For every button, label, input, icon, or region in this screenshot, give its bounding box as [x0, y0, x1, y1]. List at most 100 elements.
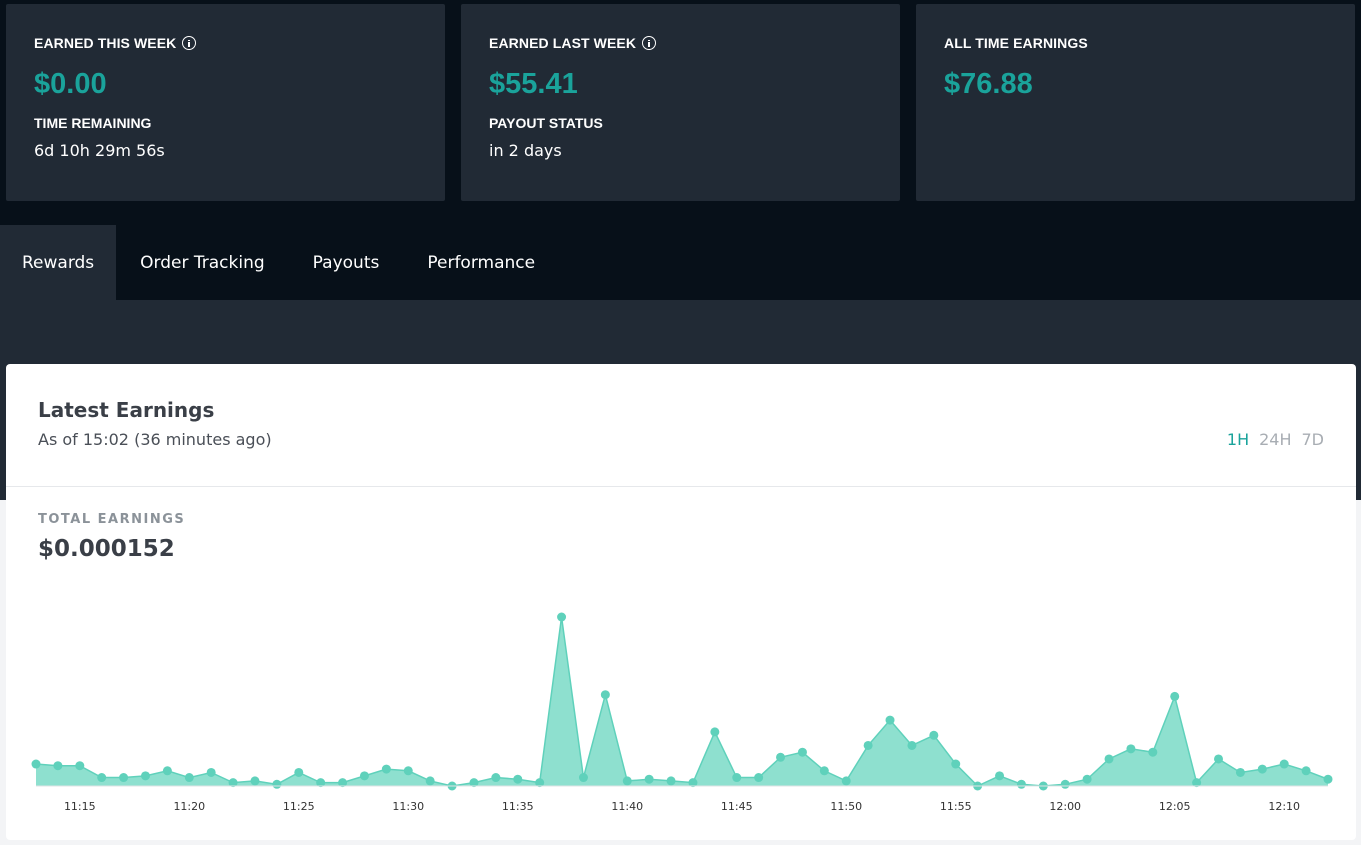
data-point[interactable]	[1126, 744, 1136, 754]
data-point[interactable]	[907, 740, 917, 750]
x-tick-label: 11:40	[611, 800, 643, 813]
data-point[interactable]	[535, 778, 545, 788]
data-point[interactable]	[75, 761, 85, 771]
x-tick-label: 11:20	[173, 800, 205, 813]
data-point[interactable]	[119, 773, 129, 783]
data-point[interactable]	[1016, 779, 1026, 789]
data-point[interactable]	[359, 771, 369, 781]
x-tick-label: 11:45	[721, 800, 753, 813]
range-7d[interactable]: 7D	[1301, 430, 1325, 449]
time-remaining-value: 6d 10h 29m 56s	[34, 141, 165, 160]
all-time-earnings-amount: $76.88	[944, 68, 1033, 100]
data-point[interactable]	[491, 773, 501, 783]
data-point[interactable]	[425, 776, 435, 786]
data-point[interactable]	[1301, 766, 1311, 776]
data-point[interactable]	[97, 773, 107, 783]
data-point[interactable]	[338, 778, 348, 788]
data-point[interactable]	[250, 776, 260, 786]
x-tick-label: 11:25	[283, 800, 315, 813]
earnings-chart: 11:15 11:20 11:25 11:30 11:35 11:40 11:45 11:50…	[31, 612, 1333, 813]
data-point[interactable]	[469, 778, 479, 788]
all-time-earnings-card: ALL TIME EARNINGS $76.88	[916, 4, 1355, 201]
range-selector: 1H 24H 7D	[1227, 430, 1324, 449]
data-point[interactable]	[578, 773, 588, 783]
earned-this-week-label: EARNED THIS WEEK	[34, 35, 177, 51]
data-point[interactable]	[1257, 764, 1267, 774]
data-point[interactable]	[206, 767, 216, 777]
tab-order-tracking[interactable]: Order Tracking	[140, 252, 265, 273]
x-tick-label: 11:50	[830, 800, 862, 813]
data-point[interactable]	[885, 715, 895, 725]
all-time-earnings-label: ALL TIME EARNINGS	[944, 35, 1088, 51]
data-point[interactable]	[951, 759, 961, 769]
data-point[interactable]	[600, 690, 610, 700]
data-point[interactable]	[1060, 779, 1070, 789]
data-point[interactable]	[316, 778, 326, 788]
data-point[interactable]	[1214, 754, 1224, 764]
data-point[interactable]	[294, 767, 304, 777]
payout-status-label: PAYOUT STATUS	[489, 115, 603, 131]
total-earnings-value: $0.000152	[38, 536, 175, 562]
data-point[interactable]	[754, 773, 764, 783]
data-point[interactable]	[644, 774, 654, 784]
range-1h[interactable]: 1H	[1226, 430, 1250, 449]
data-point[interactable]	[929, 730, 939, 740]
earned-this-week-amount: $0.00	[34, 68, 107, 100]
tab-bar: Rewards Order Tracking Payouts Performan…	[0, 225, 1361, 300]
data-point[interactable]	[1192, 778, 1202, 788]
data-point[interactable]	[1279, 759, 1289, 769]
data-point[interactable]	[1148, 747, 1158, 757]
data-point[interactable]	[272, 779, 282, 789]
tab-rewards[interactable]: Rewards	[0, 225, 117, 300]
x-tick-label: 11:15	[64, 800, 96, 813]
x-tick-label: 12:10	[1268, 800, 1300, 813]
earned-last-week-amount: $55.41	[489, 68, 578, 100]
data-point[interactable]	[140, 771, 150, 781]
x-tick-label: 11:35	[502, 800, 534, 813]
data-point[interactable]	[1323, 774, 1333, 784]
data-point[interactable]	[162, 766, 172, 776]
time-remaining-label: TIME REMAINING	[34, 115, 152, 131]
tab-payouts[interactable]: Payouts	[312, 252, 380, 273]
data-point[interactable]	[622, 776, 632, 786]
info-icon[interactable]	[642, 36, 657, 50]
data-point[interactable]	[841, 776, 851, 786]
data-point[interactable]	[184, 773, 194, 783]
data-point[interactable]	[403, 766, 413, 776]
data-point[interactable]	[1235, 767, 1245, 777]
range-24h[interactable]: 24H	[1259, 430, 1292, 449]
x-tick-label: 12:05	[1159, 800, 1191, 813]
payout-status-value: in 2 days	[489, 141, 562, 160]
x-tick-label: 11:55	[940, 800, 972, 813]
earned-last-week-label: EARNED LAST WEEK	[489, 35, 637, 51]
data-point[interactable]	[732, 773, 742, 783]
earnings-area	[36, 617, 1328, 786]
x-tick-label: 11:30	[392, 800, 424, 813]
data-point[interactable]	[31, 759, 41, 769]
info-icon[interactable]	[182, 36, 197, 50]
data-point[interactable]	[797, 747, 807, 757]
data-point[interactable]	[776, 752, 786, 762]
data-point[interactable]	[557, 612, 567, 622]
data-point[interactable]	[688, 778, 698, 788]
latest-earnings-panel: Latest Earnings As of 15:02 (36 minutes …	[6, 364, 1356, 840]
panel-subtitle: As of 15:02 (36 minutes ago)	[38, 430, 272, 449]
data-point[interactable]	[863, 740, 873, 750]
data-point[interactable]	[381, 764, 391, 774]
earned-this-week-card: EARNED THIS WEEK $0.00 TIME REMAINING 6d…	[6, 4, 445, 201]
data-point[interactable]	[228, 778, 238, 788]
panel-title: Latest Earnings	[38, 398, 215, 422]
data-point[interactable]	[666, 776, 676, 786]
data-point[interactable]	[995, 771, 1005, 781]
data-point[interactable]	[53, 761, 63, 771]
divider	[6, 486, 1356, 487]
data-point[interactable]	[1170, 691, 1180, 701]
data-point[interactable]	[819, 766, 829, 776]
total-earnings-label: TOTAL EARNINGS	[38, 512, 186, 527]
data-point[interactable]	[513, 774, 523, 784]
data-point[interactable]	[1104, 754, 1114, 764]
data-point[interactable]	[710, 727, 720, 737]
tab-performance[interactable]: Performance	[427, 252, 536, 273]
data-point[interactable]	[1082, 774, 1092, 784]
earned-last-week-card: EARNED LAST WEEK $55.41 PAYOUT STATUS in…	[461, 4, 900, 201]
